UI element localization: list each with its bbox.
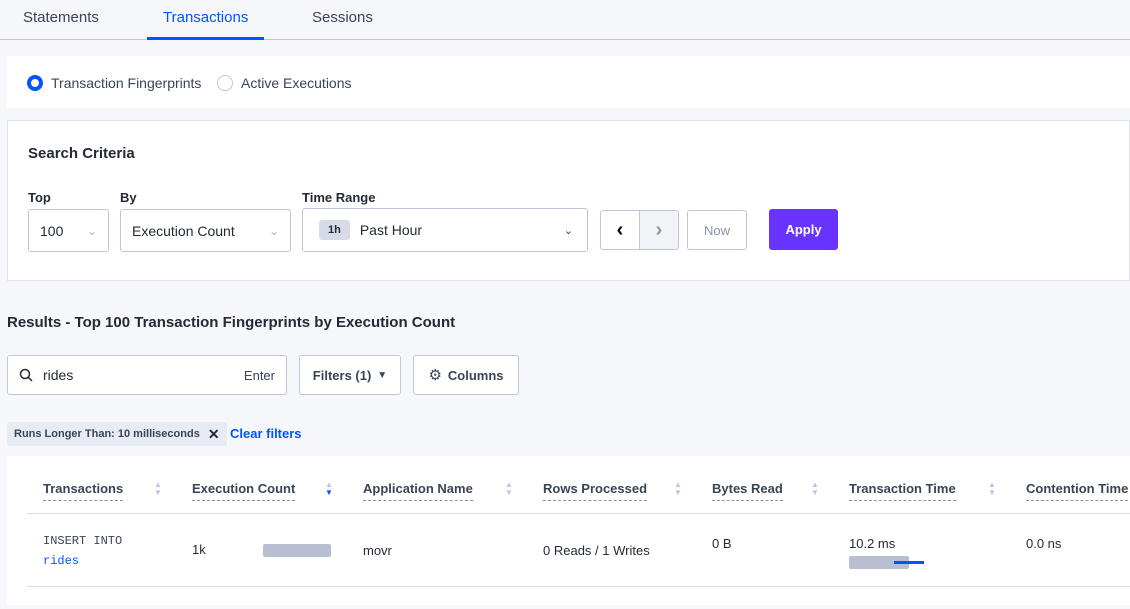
- search-criteria-title: Search Criteria: [28, 145, 135, 162]
- bytes-read: 0 B: [712, 536, 732, 551]
- by-value: Execution Count: [132, 222, 235, 239]
- chevron-down-icon: ⌄: [268, 223, 279, 238]
- tab-sessions[interactable]: Sessions: [312, 9, 373, 26]
- chevron-down-icon: ⌄: [563, 224, 573, 237]
- time-range-value: Past Hour: [359, 222, 423, 238]
- transaction-time: 10.2 ms: [849, 536, 896, 551]
- time-range-badge: 1h: [319, 220, 350, 240]
- sort-icon[interactable]: ▲ ▼: [674, 480, 682, 497]
- search-enter-hint: Enter: [243, 367, 275, 383]
- top-value: 100: [40, 222, 64, 239]
- tab-bar: Statements Transactions Sessions: [0, 0, 1130, 40]
- apply-button[interactable]: Apply: [769, 209, 838, 250]
- search-value: rides: [43, 367, 74, 383]
- radio-selected-icon: [27, 75, 43, 91]
- filter-tag: Runs Longer Than: 10 milliseconds ✕: [7, 422, 227, 446]
- execution-count: 1k: [192, 542, 206, 557]
- header-divider: [27, 513, 1130, 514]
- column-header-contention-time[interactable]: Contention Time: [1026, 481, 1129, 501]
- row-divider: [27, 586, 1130, 587]
- time-range-label: Time Range: [302, 190, 376, 205]
- sort-icon[interactable]: ▲ ▼: [154, 480, 162, 497]
- radio-label: Transaction Fingerprints: [51, 75, 202, 91]
- radio-active-executions[interactable]: Active Executions: [217, 75, 352, 91]
- view-mode-card: Transaction Fingerprints Active Executio…: [7, 56, 1130, 108]
- chevron-left-icon: ‹: [616, 218, 624, 241]
- sort-icon[interactable]: ▲ ▼: [988, 480, 996, 497]
- application-name: movr: [363, 543, 392, 558]
- radio-label: Active Executions: [241, 75, 352, 91]
- by-label: By: [120, 190, 137, 205]
- filters-label: Filters (1): [312, 367, 372, 383]
- time-back-button[interactable]: ‹: [600, 210, 640, 250]
- chevron-right-icon: ›: [655, 218, 663, 241]
- tab-transactions[interactable]: Transactions: [163, 9, 249, 26]
- time-forward-button[interactable]: ›: [639, 210, 679, 250]
- by-select[interactable]: Execution Count ⌄: [120, 209, 291, 252]
- remove-filter-icon[interactable]: ✕: [207, 425, 220, 442]
- now-button[interactable]: Now: [687, 210, 747, 250]
- search-icon: [19, 368, 33, 382]
- transaction-time-bar: [849, 556, 909, 569]
- rows-processed: 0 Reads / 1 Writes: [543, 543, 650, 558]
- search-input[interactable]: rides Enter: [7, 355, 287, 395]
- column-header-execution-count[interactable]: Execution Count: [192, 481, 296, 501]
- filters-button[interactable]: Filters (1) ▼: [299, 355, 401, 395]
- sort-descending-icon[interactable]: ▲ ▼: [325, 480, 333, 497]
- column-header-bytes-read[interactable]: Bytes Read: [712, 481, 783, 501]
- sort-icon[interactable]: ▲ ▼: [505, 480, 513, 497]
- results-title: Results - Top 100 Transaction Fingerprin…: [7, 314, 456, 331]
- filter-tag-label: Runs Longer Than: 10 milliseconds: [14, 428, 200, 440]
- transaction-time-variance-bar: [894, 561, 924, 564]
- column-header-application-name[interactable]: Application Name: [363, 481, 473, 501]
- radio-transaction-fingerprints[interactable]: Transaction Fingerprints: [27, 75, 201, 91]
- statement-text: INSERT INTO: [43, 534, 123, 548]
- clear-filters-link[interactable]: Clear filters: [230, 426, 302, 441]
- chevron-down-icon: ▼: [377, 369, 388, 381]
- columns-label: Columns: [447, 367, 504, 383]
- chevron-down-icon: ⌄: [86, 223, 97, 238]
- column-header-transactions[interactable]: Transactions: [43, 481, 124, 501]
- execution-count-bar: [263, 544, 331, 557]
- gear-icon: ⚙: [428, 367, 442, 384]
- contention-time: 0.0 ns: [1026, 536, 1062, 551]
- top-select[interactable]: 100 ⌄: [28, 209, 109, 252]
- tab-statements[interactable]: Statements: [23, 9, 99, 26]
- sort-icon[interactable]: ▲ ▼: [811, 480, 819, 497]
- column-header-transaction-time[interactable]: Transaction Time: [849, 481, 956, 501]
- active-tab-indicator: [147, 37, 264, 40]
- columns-button[interactable]: ⚙ Columns: [413, 355, 519, 395]
- search-criteria-card: Search Criteria Top 100 ⌄ By Execution Co…: [7, 120, 1130, 281]
- transactions-table: [7, 456, 1130, 605]
- radio-unselected-icon: [217, 75, 233, 91]
- statement-link[interactable]: rides: [43, 554, 80, 568]
- top-label: Top: [28, 190, 51, 205]
- column-header-rows-processed[interactable]: Rows Processed: [543, 481, 648, 501]
- time-range-select[interactable]: 1h Past Hour ⌄: [302, 208, 588, 252]
